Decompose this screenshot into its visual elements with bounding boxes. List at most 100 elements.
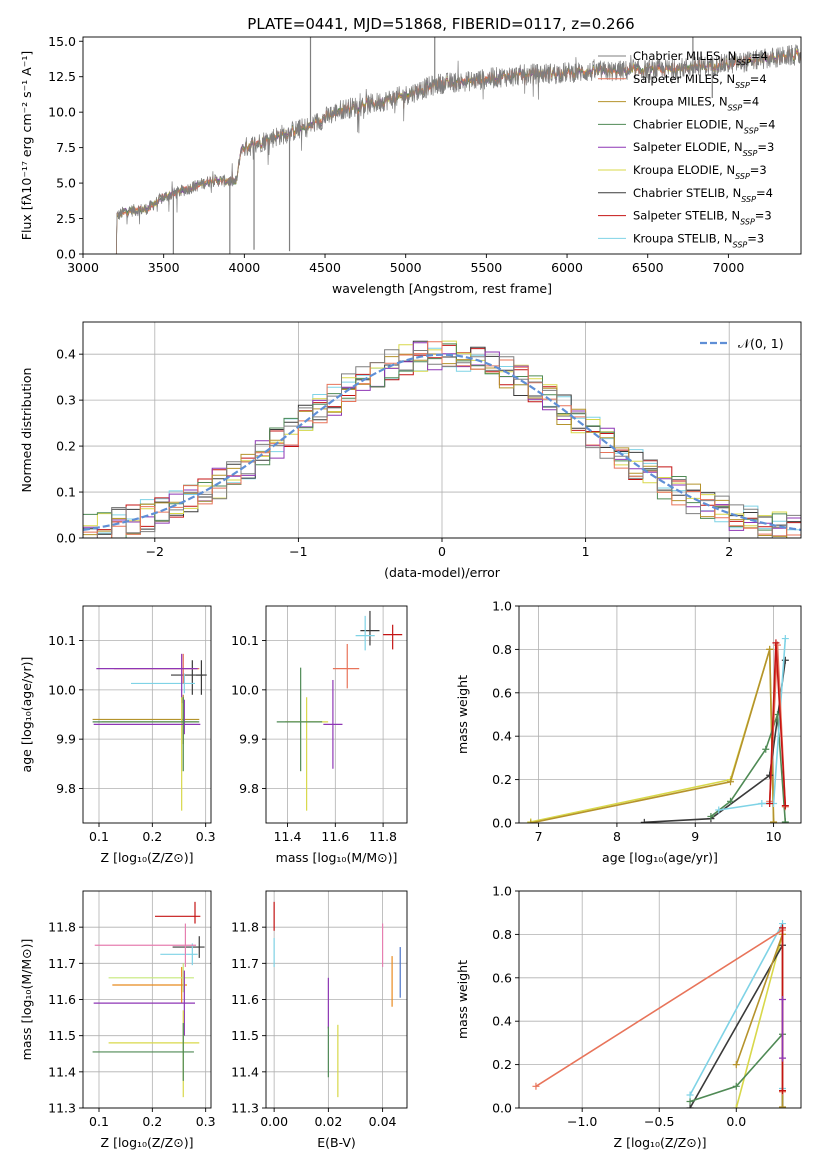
x-tick-label: 0.0: [726, 1114, 746, 1129]
legend-label: Chabrier STELIB, NSSP=4: [633, 186, 773, 204]
x-tick-label: 6000: [551, 260, 583, 275]
y-tick-label: 0.4: [492, 729, 512, 744]
residual-histogram-panel: −2 −1 0 1 2 0.0 0.1 0.2 0.3 0.4 (data-model)/error…: [19, 321, 802, 580]
y-axis-label: mass weight: [455, 675, 470, 754]
x-tick-label: −1: [289, 544, 307, 559]
x-tick-label: 0.00: [260, 1114, 288, 1129]
y-tick-label: 5.0: [56, 176, 76, 191]
y-tick-label: 10.0: [231, 682, 259, 697]
y-tick-label: 0.2: [492, 772, 512, 787]
y-axis-label: Normed distribution: [19, 368, 34, 493]
y-tick-label: 0.3: [56, 393, 76, 408]
y-tick-label: 0.8: [492, 927, 512, 942]
figure-title: PLATE=0441, MJD=51868, FIBERID=0117, z=0…: [247, 15, 634, 33]
y-tick-label: 11.5: [48, 1028, 76, 1043]
y-tick-label: 0.0: [56, 531, 76, 546]
weight-marker: [707, 812, 715, 820]
y-tick-label: 11.5: [231, 1028, 259, 1043]
y-tick-label: 10.0: [48, 682, 76, 697]
weight-series-0: [735, 934, 784, 1108]
x-tick-label: 9: [691, 829, 699, 844]
histogram-series-0: [83, 349, 801, 538]
y-tick-label: 0.2: [492, 1057, 512, 1072]
y-tick-label: 0.0: [492, 1101, 512, 1116]
legend-label: Kroupa MILES, NSSP=4: [633, 95, 759, 113]
age-vs-metallicity-panel: 0.1 0.2 0.3 9.8 9.9 10.0 10.1 Z [log₁₀(Z/Z⊙)] ag…: [19, 605, 216, 865]
y-tick-label: 11.8: [48, 920, 76, 935]
plot-area: [273, 901, 401, 1098]
legend-label: Chabrier MILES, NSSP=4: [633, 49, 768, 67]
gaussian-curve: [83, 353, 801, 531]
x-axis-label: (data-model)/error: [384, 565, 501, 580]
weight-marker: [766, 799, 774, 807]
weight-marker: [779, 996, 787, 1003]
y-tick-label: 11.4: [231, 1064, 259, 1079]
x-tick-label: −1.0: [567, 1114, 597, 1129]
x-axis-label: Z [log₁₀(Z/Z⊙)]: [101, 1135, 194, 1150]
legend-label: Salpeter ELODIE, NSSP=3: [633, 140, 774, 158]
y-tick-label: 2.5: [56, 211, 76, 226]
legend-label: Kroupa STELIB, NSSP=3: [633, 231, 764, 249]
weight-marker: [772, 639, 780, 647]
weight-marker: [715, 806, 723, 814]
axes-frame: [82, 605, 212, 824]
plot-area: [92, 901, 205, 1098]
x-tick-label: 2: [725, 544, 733, 559]
x-tick-label: 5500: [470, 260, 502, 275]
y-tick-label: 11.6: [231, 992, 259, 1007]
x-tick-label: 5000: [390, 260, 422, 275]
age-vs-mass-panel: 11.4 11.6 11.8 9.8 9.9 10.0 10.1 mass [log₁₀(M/…: [231, 605, 408, 865]
y-tick-label: 9.9: [239, 732, 259, 747]
weight-marker: [779, 1087, 787, 1095]
weight-marker: [527, 819, 535, 823]
y-tick-label: 10.1: [231, 633, 259, 648]
y-tick-label: 11.3: [231, 1101, 259, 1116]
x-tick-label: 1: [582, 544, 590, 559]
y-tick-label: 0.6: [492, 970, 512, 985]
axes-frame: [82, 36, 802, 255]
weight-marker: [779, 1103, 787, 1108]
weight-marker: [766, 645, 774, 653]
legend: Chabrier MILES, NSSP=4 Salpeter MILES, NS…: [598, 49, 775, 249]
y-axis-label: mass weight: [455, 960, 470, 1039]
weight-marker: [770, 818, 778, 823]
axes-frame: [265, 605, 408, 824]
plot-area: [276, 610, 403, 811]
y-tick-label: 9.9: [56, 732, 76, 747]
x-tick-label: 11.8: [369, 829, 397, 844]
x-axis-label: E(B-V): [317, 1135, 356, 1150]
y-tick-label: 0.6: [492, 685, 512, 700]
mass-weight-vs-age-panel: 7 8 9 10 0.0 0.2 0.4 0.6 0.8 1.0 age [log₁₀(age/yr…: [455, 599, 802, 865]
weight-marker: [732, 1082, 740, 1090]
y-axis-label: age [log₁₀(age/yr)]: [19, 657, 34, 773]
x-tick-label: 11.6: [321, 829, 349, 844]
y-axis-label: mass [log₁₀(M/M⊙)]: [19, 939, 34, 1061]
weight-marker: [732, 1061, 740, 1069]
x-tick-label: 3500: [148, 260, 180, 275]
weight-series-2: [644, 660, 787, 823]
spectrum-panel: 3000 3500 4000 4500 5000 5500 6000 6500 7000 0.0 2…: [19, 34, 802, 296]
y-tick-label: 11.7: [48, 956, 76, 971]
x-tick-label: 0.3: [196, 829, 216, 844]
y-tick-label: 11.4: [48, 1064, 76, 1079]
plot-area: [115, 37, 801, 254]
weight-marker: [640, 818, 648, 823]
x-tick-label: 3000: [67, 260, 99, 275]
mass-vs-ebv-panel: 0.00 0.02 0.04 11.3 11.4 11.5 11.6 11.7 11.8 E(B-…: [231, 890, 408, 1150]
y-tick-label: 0.0: [492, 816, 512, 831]
x-axis-label: Z [log₁₀(Z/Z⊙)]: [614, 1135, 707, 1150]
weight-marker: [781, 802, 789, 810]
x-tick-label: 6500: [632, 260, 664, 275]
weight-marker: [732, 1104, 740, 1108]
x-tick-label: 0: [438, 544, 446, 559]
y-tick-label: 0.2: [56, 439, 76, 454]
weight-marker: [762, 745, 770, 753]
plot-area: [83, 340, 801, 538]
y-tick-label: 9.8: [56, 781, 76, 796]
x-axis-label: age [log₁₀(age/yr)]: [602, 850, 718, 865]
legend-label: Salpeter STELIB, NSSP=3: [633, 209, 772, 227]
y-tick-label: 10.0: [48, 105, 76, 120]
x-tick-label: 0.1: [89, 829, 109, 844]
spectrum-series-0: [115, 44, 801, 254]
